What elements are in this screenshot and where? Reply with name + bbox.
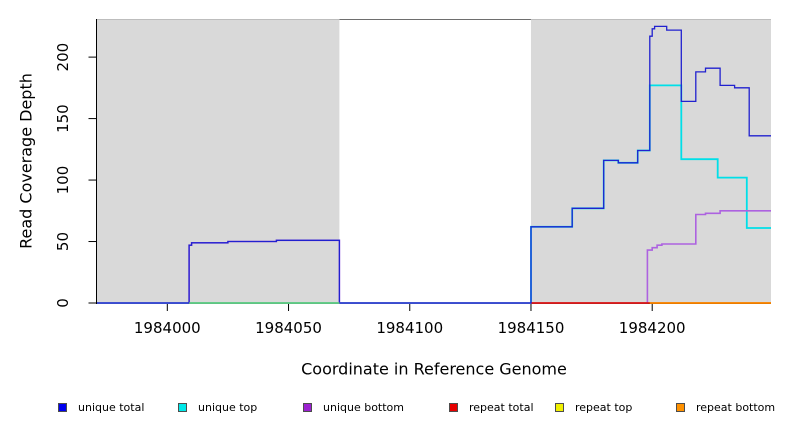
x-tick-label: 1984050	[255, 319, 322, 337]
x-tick-label: 1984200	[619, 319, 686, 337]
legend-item-repeat-total: repeat total	[449, 400, 534, 414]
legend-item-unique-bottom: unique bottom	[303, 400, 404, 414]
x-axis-title: Coordinate in Reference Genome	[301, 359, 567, 379]
legend-swatch-unique-top	[178, 402, 187, 412]
repeat-region-left-background	[97, 19, 340, 303]
y-tick-label: 200	[54, 43, 72, 72]
y-axis-title: Read Coverage Depth	[16, 73, 36, 249]
y-tick-label: 50	[54, 232, 72, 251]
y-tick-label: 0	[54, 298, 72, 308]
non-repeat-region-background	[339, 19, 531, 303]
legend-label: repeat bottom	[696, 400, 776, 414]
legend-swatch-repeat-total	[449, 402, 458, 412]
legend-item-repeat-bottom: repeat bottom	[676, 400, 775, 414]
legend-swatch-unique-bottom	[303, 402, 312, 412]
legend-label: repeat top	[575, 400, 633, 414]
series-line-unique-total	[97, 25, 771, 304]
x-tick-label: 1984000	[134, 319, 201, 337]
legend-label: repeat total	[469, 400, 534, 414]
legend-label: unique top	[198, 400, 258, 414]
legend-label: unique total	[78, 400, 145, 414]
legend-swatch-repeat-top	[555, 402, 564, 412]
legend-item-unique-top: unique top	[178, 400, 257, 414]
y-tick-label: 150	[54, 104, 72, 133]
legend-swatch-repeat-bottom	[676, 402, 685, 412]
legend-item-unique-total: unique total	[58, 400, 144, 414]
x-tick-label: 1984100	[376, 319, 443, 337]
legend-swatch-unique-total	[58, 402, 67, 412]
x-tick-label: 1984150	[498, 319, 565, 337]
y-tick-label: 100	[54, 166, 72, 195]
legend-label: unique bottom	[323, 400, 405, 414]
legend-item-repeat-top: repeat top	[555, 400, 632, 414]
repeat-region-right-background	[530, 19, 771, 303]
